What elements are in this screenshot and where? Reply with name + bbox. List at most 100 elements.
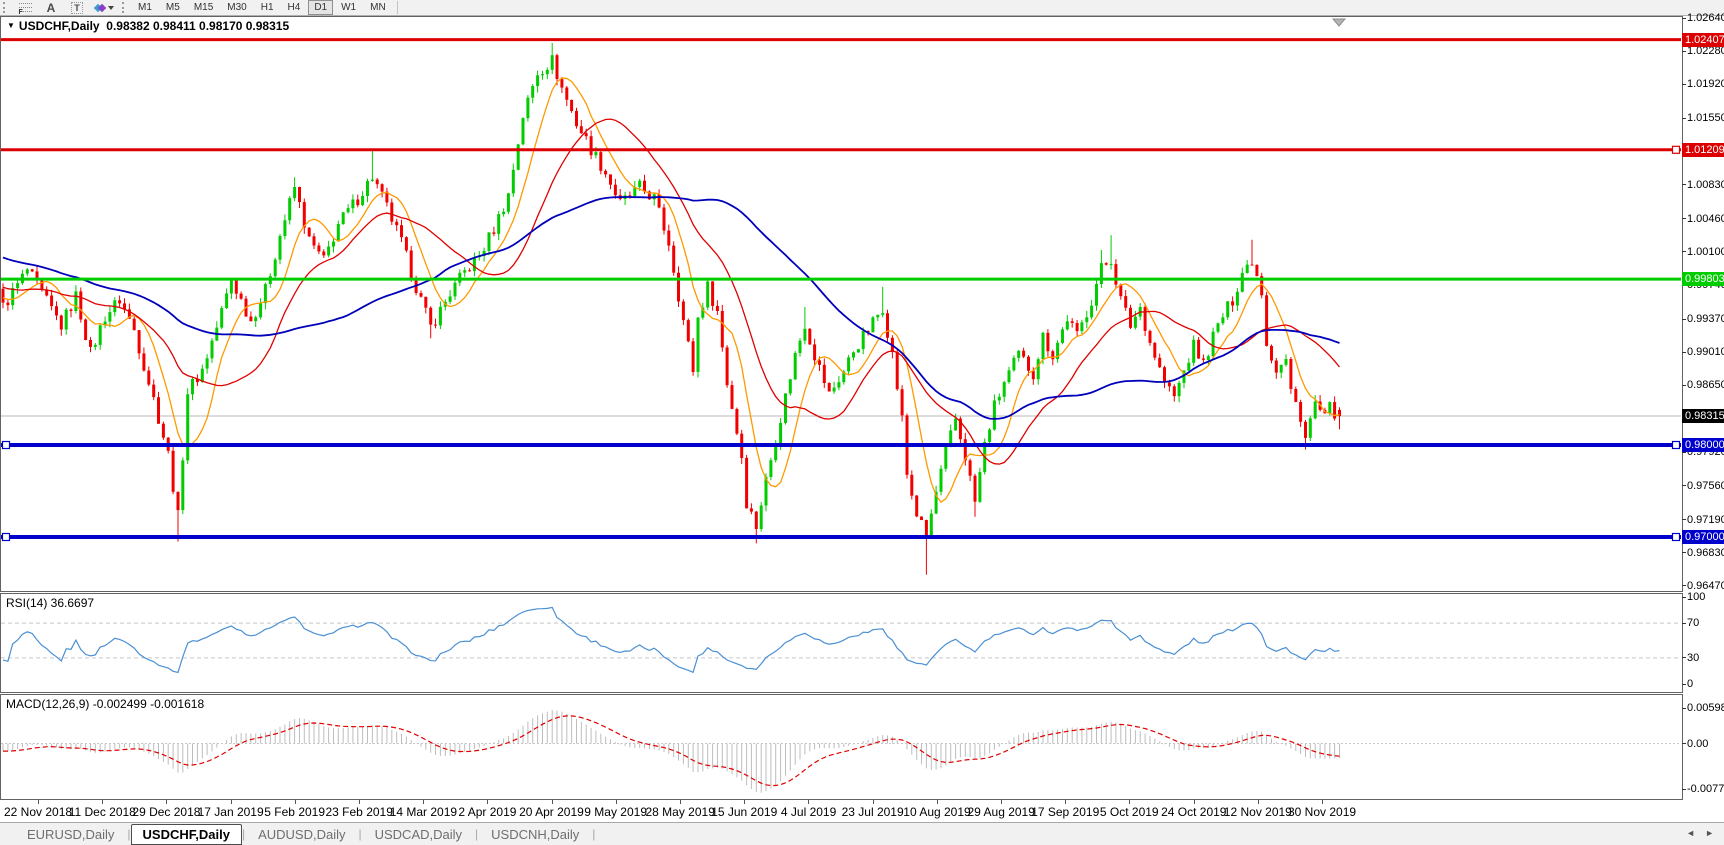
date-label: 17 Sep 2019	[1031, 805, 1100, 819]
price-level-box-1.01209: 1.01209	[1682, 142, 1724, 157]
date-tick	[872, 800, 874, 804]
axis-tick	[1682, 218, 1686, 220]
tab-divider: |	[358, 827, 362, 841]
axis-tick	[1682, 251, 1686, 253]
tab-usdchf[interactable]: USDCHF,Daily	[130, 823, 242, 845]
tab-audusd[interactable]: AUDUSD,Daily	[258, 826, 346, 842]
axis-tick	[1682, 50, 1686, 52]
rsi-panel[interactable]	[0, 593, 1683, 693]
rsi-axis-label: 0	[1687, 678, 1694, 690]
date-label: 9 May 2019	[584, 805, 648, 819]
macd-axis-label: 0.005986	[1687, 702, 1724, 714]
toolbar: F A T M1 M5 M15 M30 H1 H4 D1 W1 MN	[0, 0, 1724, 16]
date-tick	[1001, 800, 1002, 804]
price-axis-label: 1.02280	[1687, 45, 1724, 58]
date-tick	[808, 800, 810, 804]
date-axis[interactable]: 22 Nov 2018 11 Dec 2018 29 Dec 2018 17 Jan …	[0, 800, 1683, 822]
macd-axis-label: -0.00773	[1687, 783, 1724, 796]
price-axis-label: 0.98650	[1687, 379, 1724, 392]
price-axis-label: 1.01920	[1687, 78, 1724, 91]
date-label: 17 Jan 2019	[197, 805, 264, 819]
tabs-scroll-right-icon[interactable]: ►	[1705, 828, 1714, 838]
axis-tick	[1682, 318, 1686, 320]
tab-divider: |	[241, 827, 246, 841]
date-tick	[423, 800, 425, 804]
date-label: 30 Nov 2019	[1288, 805, 1357, 819]
timeframe-button-M5[interactable]: M5	[165, 2, 180, 13]
main-chart-panel[interactable]	[0, 16, 1683, 592]
text-label-icon: T	[71, 1, 83, 14]
arrows-tool-button[interactable]	[93, 1, 114, 15]
chevron-down-icon[interactable]	[108, 5, 114, 10]
date-tick	[1322, 800, 1323, 804]
date-label: 29 Aug 2019	[967, 805, 1035, 819]
timeframe-button-H4[interactable]: H4	[287, 2, 301, 13]
timeframe-button-MN[interactable]: MN	[370, 2, 386, 13]
tabs-scroll-left-icon[interactable]: ◄	[1686, 828, 1696, 838]
text-label-tool-button[interactable]: T	[69, 1, 85, 15]
price-level-box-0.98000: 0.98000	[1682, 438, 1724, 452]
axis-tick	[1682, 351, 1686, 353]
axis-tick	[1682, 17, 1686, 19]
price-axis-label: 0.96830	[1687, 546, 1724, 559]
date-tick	[936, 800, 938, 804]
date-tick	[1257, 800, 1259, 804]
rsi-axis-label: 100	[1687, 591, 1706, 603]
axis-tick	[1682, 83, 1686, 85]
price-axis-label: 1.00460	[1687, 212, 1724, 225]
axis-tick	[1682, 596, 1686, 598]
date-tick	[744, 800, 746, 804]
price-axis-label: 1.01550	[1687, 112, 1724, 125]
axis-tick	[1682, 451, 1686, 453]
axis-tick	[1682, 485, 1686, 486]
date-label: 22 Nov 2018	[4, 805, 73, 819]
date-label: 24 Oct 2019	[1161, 805, 1227, 819]
rsi-axis-label: 70	[1687, 617, 1700, 630]
axis-tick	[1682, 657, 1686, 659]
axis-tick	[1682, 788, 1686, 790]
chart-symbol-label: USDCHF,Daily	[18, 19, 100, 33]
date-tick	[680, 800, 681, 804]
timeframe-button-H1[interactable]: H1	[260, 2, 274, 13]
timeframe-button-W1[interactable]: W1	[341, 2, 357, 13]
tab-divider: |	[127, 827, 131, 841]
timeframe-button-M15[interactable]: M15	[193, 2, 214, 13]
tab-eurusd[interactable]: EURUSD,Daily	[27, 826, 115, 842]
macd-panel[interactable]	[0, 694, 1683, 800]
price-axis-label: 1.00830	[1687, 178, 1724, 191]
tab-usdcnh[interactable]: USDCNH,Daily	[491, 826, 580, 842]
text-tool-button[interactable]: A	[43, 1, 59, 15]
timeframe-button-M1[interactable]: M1	[138, 2, 152, 13]
price-axis-label: 0.99370	[1687, 313, 1724, 325]
date-label: 4 Jul 2019	[780, 805, 837, 819]
chart-title-dropdown-icon[interactable]: ▼	[7, 21, 15, 30]
price-axis-label: 0.97560	[1687, 479, 1724, 492]
timeframe-button-M30[interactable]: M30	[227, 2, 247, 13]
date-tick	[551, 800, 553, 804]
text-icon: A	[46, 0, 56, 15]
axis-tick	[1682, 184, 1686, 186]
price-level-box-0.99803: 0.99803	[1682, 272, 1724, 287]
date-tick	[102, 800, 104, 804]
price-axis-label: 0.99010	[1687, 346, 1724, 359]
date-label: 10 Aug 2019	[903, 805, 971, 819]
tab-divider: |	[475, 827, 479, 841]
date-label: 28 May 2019	[645, 805, 715, 819]
axis-tick	[1682, 519, 1686, 520]
axis-tick	[1682, 552, 1686, 554]
date-tick	[1129, 800, 1131, 804]
axis-tick	[1682, 707, 1686, 709]
chart-ohlc-values: 0.98382 0.98411 0.98170 0.98315	[106, 19, 290, 33]
fibonacci-retracement-button[interactable]: F	[17, 1, 33, 16]
date-label: 12 Nov 2019	[1223, 805, 1292, 819]
date-tick	[487, 800, 489, 804]
macd-indicator-label: MACD(12,26,9) -0.002499 -0.001618	[6, 697, 205, 711]
timeframe-button-D1[interactable]: D1	[308, 0, 334, 15]
price-axis-label: 1.02640	[1687, 12, 1724, 25]
axis-tick	[1682, 384, 1686, 386]
tab-usdcad[interactable]: USDCAD,Daily	[374, 826, 463, 842]
chart-title: ▼ USDCHF,Daily 0.98382 0.98411 0.98170 0.…	[7, 19, 289, 33]
date-label: 2 Apr 2019	[458, 805, 517, 819]
date-tick	[615, 800, 617, 804]
